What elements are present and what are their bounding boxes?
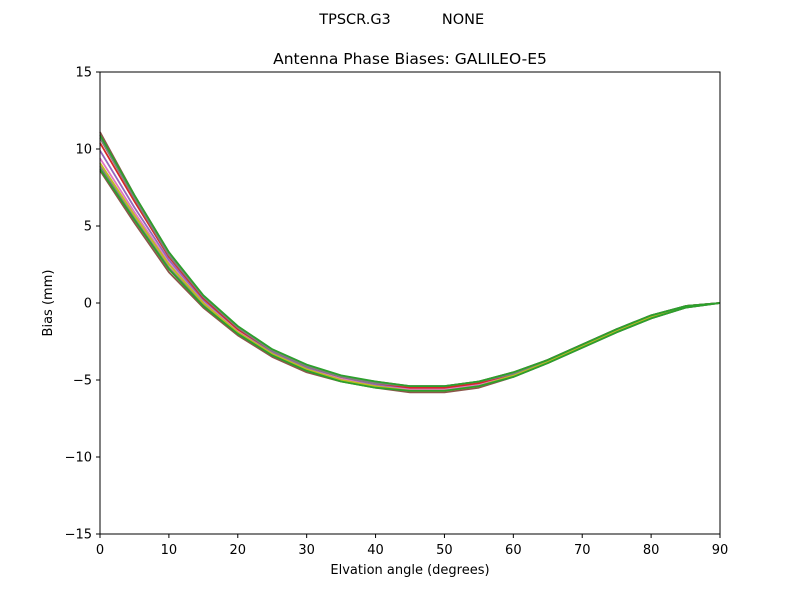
suptitle-antenna: TPSCR.G3 — [318, 12, 391, 28]
x-axis-label: Elvation angle (degrees) — [330, 563, 489, 578]
x-tick-label: 0 — [96, 543, 104, 558]
x-tick-label: 30 — [298, 543, 315, 558]
y-tick-label: 5 — [84, 220, 92, 235]
suptitle-radome: NONE — [442, 12, 484, 28]
y-tick-label: −10 — [65, 451, 92, 466]
y-tick-label: −5 — [73, 374, 92, 389]
x-tick-label: 40 — [367, 543, 384, 558]
x-tick-label: 60 — [505, 543, 522, 558]
y-tick-label: 0 — [84, 297, 92, 312]
plot-frame — [99, 71, 721, 535]
series-line-4 — [99, 150, 721, 389]
series-layer — [99, 131, 721, 394]
y-tick-label: −15 — [65, 528, 92, 543]
series-line-5 — [99, 142, 721, 389]
x-tick-label: 80 — [643, 543, 660, 558]
series-line-8 — [99, 137, 721, 388]
y-tick-label: 15 — [75, 66, 92, 81]
series-line-3 — [99, 157, 721, 391]
series-line-10 — [99, 134, 721, 388]
ticks-layer: 0 10 20 30 40 50 60 70 80 90 −15 −10 −5 0 5 10 15 — [65, 66, 729, 559]
series-line-6 — [99, 162, 721, 392]
series-line-2 — [99, 165, 721, 392]
series-line-9 — [99, 168, 721, 392]
x-tick-label: 70 — [574, 543, 591, 558]
series-line-7 — [99, 131, 721, 388]
y-axis-label: Bias (mm) — [41, 270, 56, 337]
x-tick-label: 20 — [230, 543, 247, 558]
x-tick-label: 10 — [161, 543, 178, 558]
x-tick-label: 50 — [436, 543, 453, 558]
y-tick-label: 10 — [75, 143, 92, 158]
x-tick-label: 90 — [712, 543, 729, 558]
chart-title: Antenna Phase Biases: GALILEO-E5 — [273, 50, 547, 68]
